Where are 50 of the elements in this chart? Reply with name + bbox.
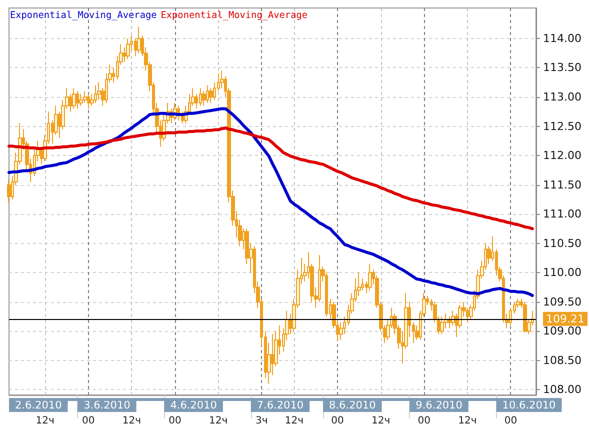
y-tick-label: 112.00: [543, 149, 582, 162]
y-tick-label: 112.50: [543, 120, 582, 133]
text: 8.6.2010: [329, 400, 376, 412]
y-tick-label: 110.50: [543, 236, 582, 250]
text: 10.6.2010: [502, 400, 556, 412]
line-series: [8, 107, 534, 297]
text: 9.6.2010: [416, 400, 462, 412]
candlestick: [440, 316, 444, 335]
x-tick-label: 12ч: [36, 416, 54, 426]
ref-line-label: 109.21: [546, 312, 584, 326]
candlestick: [126, 38, 130, 60]
y-tick-label: 109.00: [543, 324, 582, 338]
line-series: [8, 126, 534, 230]
text: Exponential_Moving_Average: [10, 10, 158, 21]
candlestick: [206, 84, 209, 104]
y-tick-label: 110.00: [543, 266, 582, 280]
x-tick-label: 12ч: [209, 416, 228, 426]
y-tick-label: 113.00: [543, 90, 582, 104]
candlestick: [368, 263, 372, 291]
x-tick-label: 00: [418, 416, 430, 426]
text: 2.6.2010: [15, 400, 62, 412]
y-tick-label: 109.50: [543, 295, 582, 308]
text: 4.6.2010: [170, 400, 217, 412]
x-tick-label: 00: [504, 416, 518, 426]
x-tick-label: 3ч: [256, 416, 268, 426]
x-tick-label: 12ч: [371, 416, 390, 426]
candlestick: [87, 94, 90, 110]
text: 7.6.2010: [256, 400, 304, 412]
text: 3.6.2010: [84, 400, 130, 412]
y-tick-label: 113.50: [543, 61, 582, 74]
y-tick-label: 111.00: [543, 208, 582, 221]
y-tick-label: 111.50: [543, 178, 582, 192]
x-tick-label: 12ч: [284, 416, 304, 426]
y-tick-label: 114.00: [543, 32, 582, 45]
text: Exponential_Moving_Average: [160, 10, 308, 21]
candlestick: [94, 84, 97, 104]
x-tick-label: 12ч: [458, 416, 477, 426]
x-tick-label: 00: [331, 416, 344, 426]
x-tick-label: 12ч: [122, 416, 142, 426]
candlestick: [7, 178, 11, 203]
y-tick-label: 108.50: [543, 354, 582, 367]
candlestick: [79, 94, 83, 106]
candlestick: [199, 88, 202, 106]
candlestick: [72, 88, 76, 110]
candlestick: [523, 301, 527, 333]
y-tick-label: 108.00: [543, 383, 582, 396]
x-tick-label: 00: [82, 416, 95, 426]
x-tick-label: 00: [168, 416, 182, 426]
candlestick: [137, 26, 141, 54]
candlestick: [76, 90, 79, 110]
